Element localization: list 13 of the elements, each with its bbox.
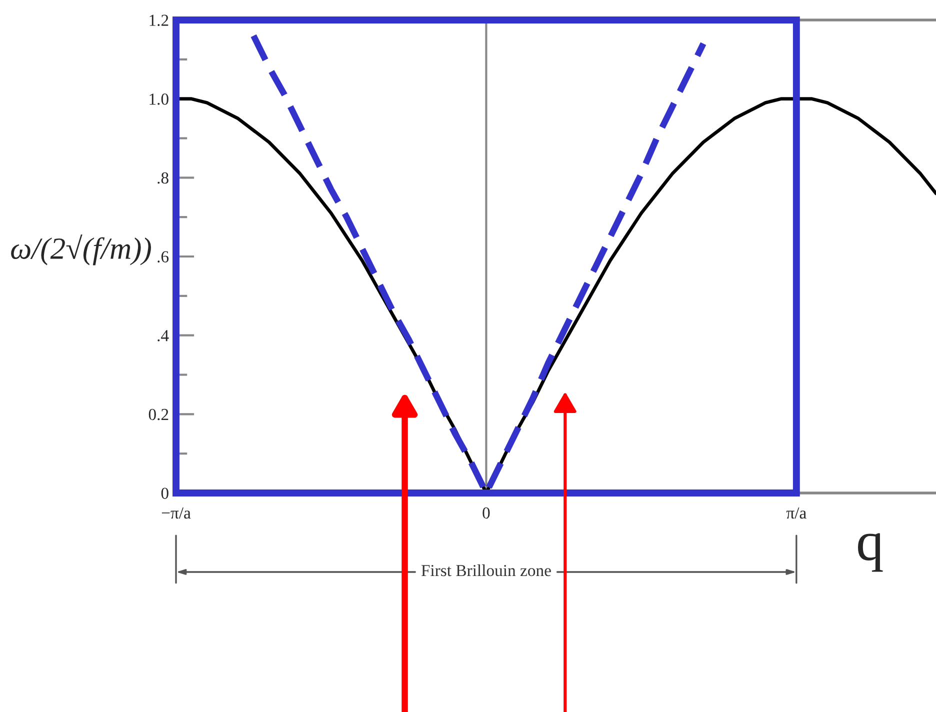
x-tick-label: −π/a xyxy=(162,507,191,519)
x-axis-title: q xyxy=(858,533,883,572)
x-tick-label: 0 xyxy=(482,507,490,519)
x-tick-label: π/a xyxy=(786,507,806,519)
y-tick-label: 1.0 xyxy=(150,94,168,105)
y-tick-label: 0.2 xyxy=(148,408,168,420)
y-tick-label: .8 xyxy=(158,172,168,184)
y-tick-label: .6 xyxy=(158,251,169,263)
text: First Brillouin zone xyxy=(421,564,551,576)
y-axis-title: ω/(2√(f/m)) xyxy=(11,234,151,266)
y-tick-label: .4 xyxy=(158,330,169,342)
y-tick-label: 0 xyxy=(161,488,168,499)
y-tick-label: 1.2 xyxy=(150,14,168,26)
